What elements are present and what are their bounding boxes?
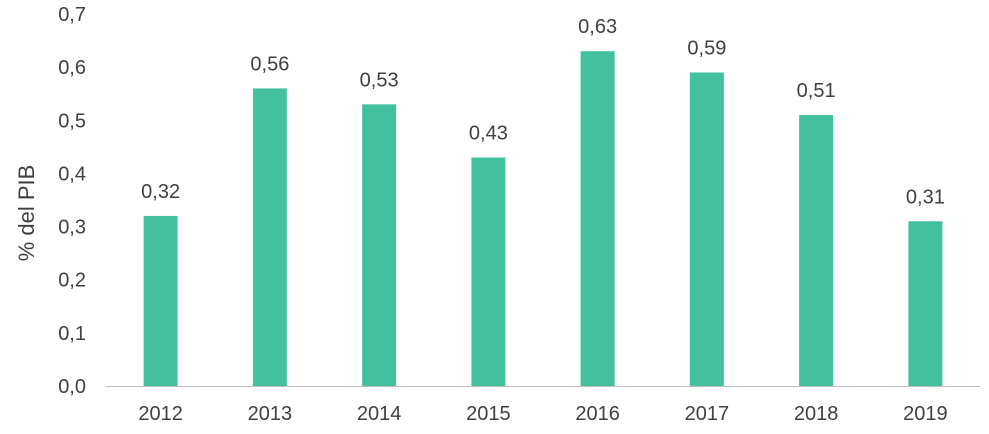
bar-value-label: 0,51	[797, 80, 836, 102]
x-tick-label: 2017	[685, 403, 730, 425]
y-tick-label: 0,6	[58, 57, 86, 79]
y-tick-label: 0,5	[58, 110, 86, 132]
y-tick-label: 0,1	[58, 323, 86, 345]
y-tick-label: 0,2	[58, 270, 86, 292]
bar-value-label: 0,59	[687, 37, 726, 59]
bar-value-label: 0,31	[906, 186, 945, 208]
data-labels-group: 0,32 0,56 0,53 0,43 0,63 0,59 0,51 0,31	[141, 16, 945, 208]
bar	[471, 157, 506, 386]
x-tick-label: 2019	[903, 403, 948, 425]
x-axis-ticks: 2012 2013 2014 2015 2016 2017 2018 2019	[138, 403, 947, 425]
bar-value-label: 0,53	[360, 69, 399, 91]
y-axis-ticks: 0,0 0,1 0,2 0,3 0,4 0,5 0,6 0,7	[58, 4, 86, 398]
x-tick-label: 2013	[248, 403, 293, 425]
bar-value-label: 0,32	[141, 181, 180, 203]
x-tick-label: 2015	[466, 403, 511, 425]
bar-value-label: 0,43	[469, 122, 508, 144]
bar	[362, 104, 397, 386]
x-tick-label: 2018	[794, 403, 839, 425]
bar	[799, 114, 834, 386]
bar-value-label: 0,63	[578, 16, 617, 38]
y-axis-title: % del PIB	[14, 165, 39, 262]
bar	[143, 215, 178, 386]
y-tick-label: 0,4	[58, 163, 86, 185]
bar	[908, 221, 943, 386]
y-tick-label: 0,0	[58, 376, 86, 398]
x-tick-label: 2012	[138, 403, 183, 425]
bar	[689, 72, 724, 386]
x-tick-label: 2014	[357, 403, 402, 425]
y-tick-label: 0,3	[58, 217, 86, 239]
x-tick-label: 2016	[575, 403, 620, 425]
bar	[580, 51, 615, 386]
y-tick-label: 0,7	[58, 4, 86, 26]
bars-group	[143, 51, 943, 387]
bar	[252, 88, 287, 387]
bar-value-label: 0,56	[250, 53, 289, 75]
